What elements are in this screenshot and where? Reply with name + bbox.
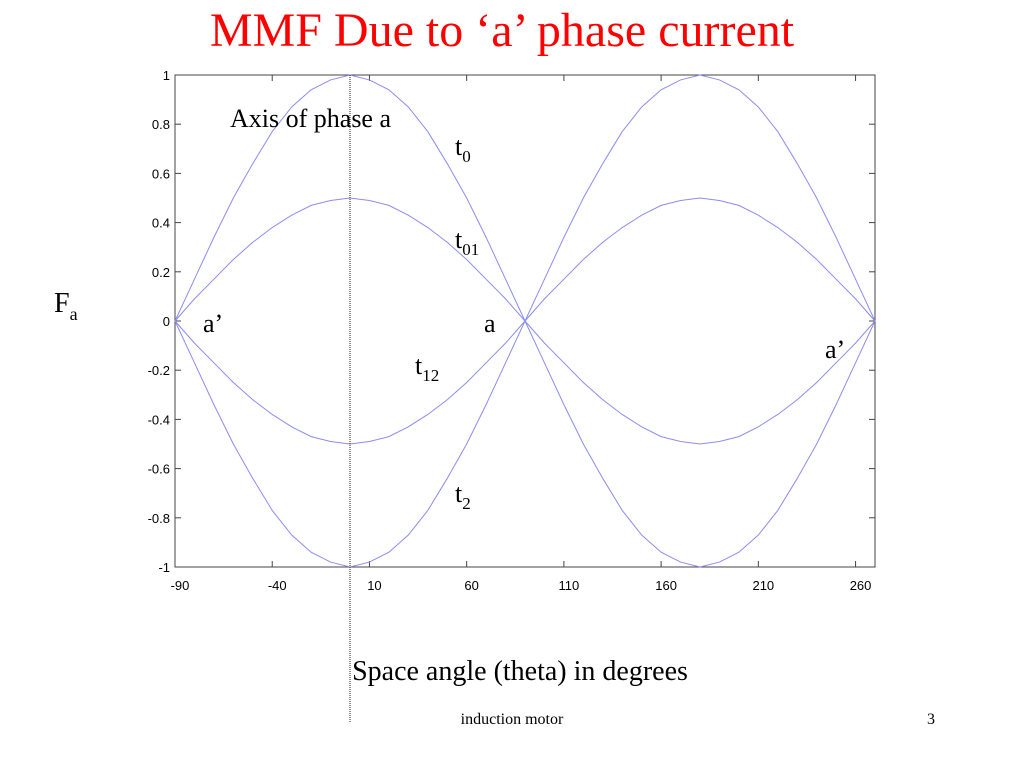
y-tick-label: 1 [163, 68, 170, 83]
annotation: t0 [455, 132, 471, 166]
y-tick-label: 0 [163, 314, 170, 329]
y-tick-label: 0.2 [152, 265, 170, 280]
annotation: t01 [455, 225, 479, 259]
y-axis-label: Fa [54, 288, 78, 324]
annotation-text: Axis of phase a [230, 104, 391, 133]
y-tick-label: -0.8 [148, 511, 170, 526]
annotation-subscript: 2 [462, 494, 471, 513]
annotation-subscript: 01 [462, 240, 479, 259]
y-tick-label: 0.8 [152, 117, 170, 132]
x-tick-label: 10 [367, 578, 381, 593]
annotation-text: t [455, 225, 463, 254]
x-tick-label: 260 [850, 578, 872, 593]
annotation: t12 [415, 351, 439, 385]
annotation: t2 [455, 479, 471, 513]
y-tick-label: -1 [158, 560, 170, 575]
y-axis-label-sub: a [70, 304, 78, 324]
annotation-text: t [415, 351, 423, 380]
annotation: a’ [203, 309, 223, 338]
curve [174, 74, 876, 568]
page-number: 3 [927, 711, 935, 728]
annotation-subscript: 0 [462, 147, 471, 166]
footer: induction motor [461, 711, 564, 728]
y-tick-label: 0.4 [152, 216, 170, 231]
x-tick-label: -40 [268, 578, 287, 593]
y-axis-label-main: F [54, 288, 70, 319]
annotation: Axis of phase a [230, 104, 391, 133]
y-tick-label: 0.6 [152, 166, 170, 181]
annotation: a’ [825, 335, 845, 364]
x-axis-label: Space angle (theta) in degrees [352, 656, 688, 687]
annotation: a [484, 309, 496, 338]
x-tick-label: 160 [655, 578, 677, 593]
y-tick-label: -0.6 [148, 462, 170, 477]
annotation-text: a’ [825, 335, 845, 364]
annotation-text: t [455, 479, 463, 508]
x-tick-label: -90 [171, 578, 190, 593]
x-tick-label: 110 [559, 578, 580, 593]
annotation-text: a [484, 309, 496, 338]
y-tick-label: -0.2 [148, 363, 170, 378]
x-tick-label: 210 [752, 578, 774, 593]
annotation-text: t [455, 132, 463, 161]
y-tick-label: -0.4 [148, 412, 170, 427]
annotation-subscript: 12 [422, 366, 439, 385]
slide-title: MMF Due to ‘a’ phase current [210, 4, 795, 57]
x-tick-label: 60 [464, 578, 478, 593]
annotation-text: a’ [203, 309, 223, 338]
